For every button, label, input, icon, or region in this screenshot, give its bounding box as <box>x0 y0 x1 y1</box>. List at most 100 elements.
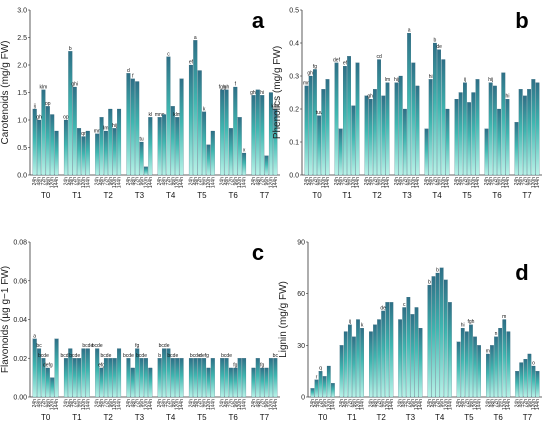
bar <box>410 314 415 398</box>
x-tick-label: 120h <box>206 177 212 188</box>
x-tick-label: 144h <box>85 177 91 188</box>
x-tick-label: 48h <box>372 399 378 408</box>
bar <box>126 73 131 176</box>
y-tick-label: 2.5 <box>17 35 27 42</box>
y-tick-label: 0.06 <box>13 278 27 285</box>
x-tick-label: 144h <box>355 177 361 188</box>
x-tick-label: 72h <box>318 399 324 408</box>
bar <box>326 365 331 398</box>
bar <box>458 92 463 176</box>
x-tick-label: 24h <box>157 399 163 408</box>
x-tick-label: 144h <box>415 177 421 188</box>
data-label: efg <box>98 362 105 368</box>
bar <box>394 82 399 176</box>
bar <box>351 105 356 176</box>
bar <box>233 367 238 398</box>
data-label: m <box>486 348 490 354</box>
x-tick-label: 72h <box>103 177 109 186</box>
x-tick-label: 24h <box>514 177 520 186</box>
bar <box>54 338 59 398</box>
x-tick-label: 120h <box>237 399 243 410</box>
x-tick-label: 72h <box>464 399 470 408</box>
x-tick-label: 96h <box>527 177 533 186</box>
bar <box>210 130 215 176</box>
bar <box>68 348 73 398</box>
bar <box>32 108 37 176</box>
data-label: k <box>203 106 206 112</box>
data-label: hi <box>260 90 264 96</box>
x-tick-label: 144h <box>210 177 216 188</box>
data-label: def <box>333 57 341 63</box>
bar <box>273 108 278 176</box>
bar <box>377 319 381 398</box>
data-label: kl <box>149 112 153 118</box>
bar <box>206 144 211 176</box>
bar <box>228 128 233 176</box>
bar <box>441 59 446 176</box>
data-label: de <box>436 44 442 50</box>
data-label: bcde <box>159 343 170 349</box>
data-label: defg <box>43 362 53 368</box>
group-label: T4 <box>432 191 442 200</box>
bar <box>313 69 317 176</box>
bar <box>273 358 278 398</box>
data-label: tuv <box>316 110 323 116</box>
data-label: de <box>380 305 386 311</box>
x-tick-label: 72h <box>462 177 468 186</box>
x-tick-label: 96h <box>498 399 504 408</box>
x-tick-label: 96h <box>381 399 387 408</box>
x-tick-label: 144h <box>325 177 331 188</box>
bar <box>45 367 50 398</box>
x-tick-label: 96h <box>468 399 474 408</box>
x-tick-label: 24h <box>63 177 69 186</box>
bar <box>260 95 265 176</box>
group-label: T2 <box>103 191 113 200</box>
x-tick-label: 144h <box>385 177 391 188</box>
bar <box>331 383 335 398</box>
bar <box>463 82 467 176</box>
bar <box>439 267 444 398</box>
bar <box>41 89 46 176</box>
x-tick-label: 144h <box>330 399 336 410</box>
x-tick-label: 144h <box>389 399 395 410</box>
bar <box>456 341 461 398</box>
bar <box>356 319 360 398</box>
bar <box>406 297 411 398</box>
x-tick-label: 72h <box>494 399 500 408</box>
group-label: T1 <box>342 191 352 200</box>
x-tick-label: 48h <box>99 399 105 408</box>
bar <box>202 111 207 176</box>
x-tick-label: 144h <box>506 399 512 410</box>
bar <box>347 56 351 176</box>
x-tick-label: 120h <box>411 177 417 188</box>
bar <box>77 358 82 398</box>
bar <box>224 358 229 398</box>
group-label: T0 <box>318 413 328 422</box>
bar <box>522 95 527 176</box>
bar <box>251 95 256 176</box>
panel-a: 0.0 0.5 1.0 1.5 2.0 2.5 3.0 Carotenoids (mg/g F… <box>0 8 280 200</box>
bar <box>170 106 175 176</box>
data-label: hi <box>461 323 465 329</box>
y-tick-label: 0.08 <box>13 240 27 247</box>
data-label: q <box>319 366 322 372</box>
bar <box>389 302 394 398</box>
data-label: fg <box>135 343 139 349</box>
data-label: ef <box>189 60 194 66</box>
group-label: T1 <box>72 191 82 200</box>
bar <box>130 78 135 176</box>
group-label: T1 <box>72 413 82 422</box>
x-tick-label: 24h <box>454 177 460 186</box>
x-tick-label: 72h <box>228 399 234 408</box>
x-tick-label: 96h <box>139 399 145 408</box>
data-label: mno <box>155 112 165 118</box>
bar <box>352 336 356 398</box>
bar <box>148 117 153 176</box>
bar <box>325 79 330 176</box>
x-tick-label: 72h <box>135 399 141 408</box>
y-tick-label: 0.3 <box>289 74 299 81</box>
x-tick-label: 72h <box>377 399 383 408</box>
x-tick-label: 120h <box>471 177 477 188</box>
x-tick-label: 24h <box>334 177 340 186</box>
x-tick-label: 96h <box>108 177 114 186</box>
